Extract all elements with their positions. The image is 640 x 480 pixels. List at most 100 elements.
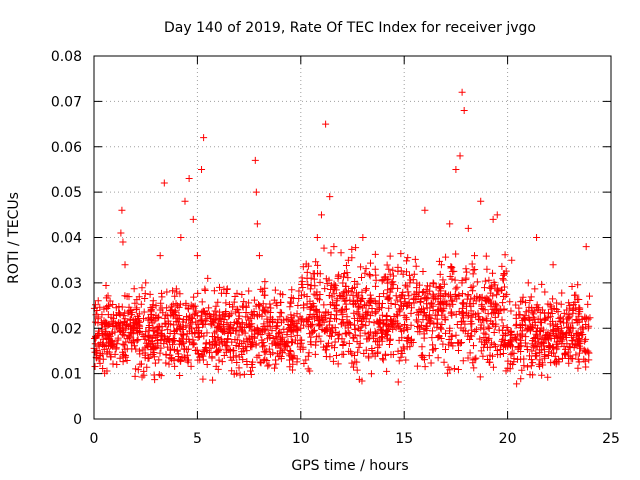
background-point [437, 298, 445, 306]
background-point [485, 334, 493, 342]
background-point [384, 331, 392, 339]
background-point [228, 356, 236, 364]
background-point [378, 311, 386, 319]
background-point [565, 314, 573, 322]
background-point [238, 326, 246, 334]
background-point [331, 338, 339, 346]
background-point [313, 308, 321, 316]
background-point [361, 329, 369, 337]
background-point [113, 323, 121, 331]
data-point [338, 292, 346, 300]
background-point [309, 327, 317, 335]
data-point [198, 165, 206, 173]
data-point [135, 347, 143, 355]
background-point [582, 320, 590, 328]
background-point [342, 283, 350, 291]
background-point [585, 356, 593, 364]
background-point [467, 332, 475, 340]
background-point [306, 321, 314, 329]
background-point [304, 262, 312, 270]
background-point [353, 366, 361, 374]
background-point [464, 354, 472, 362]
background-point [455, 308, 463, 316]
background-point [311, 282, 319, 290]
background-point [351, 278, 359, 286]
background-point [561, 349, 569, 357]
background-point [452, 331, 460, 339]
background-point [275, 328, 283, 336]
background-point [332, 351, 340, 359]
background-point [467, 320, 475, 328]
background-point [307, 322, 315, 330]
background-point [305, 349, 313, 357]
background-point [306, 338, 314, 346]
background-point [151, 359, 159, 367]
background-point [304, 365, 312, 373]
background-point [277, 298, 285, 306]
background-point [202, 340, 210, 348]
background-point [528, 347, 536, 355]
background-point [489, 305, 497, 313]
background-point [245, 316, 253, 324]
background-point [564, 315, 572, 323]
axes: 0 5 10 15 20 25 0 0.01 0.02 0.03 0.04 0.05 0.06 0.07 0… [51, 49, 620, 447]
data-point [96, 351, 104, 359]
background-point [316, 278, 324, 286]
background-point [356, 332, 364, 340]
background-point [302, 356, 310, 364]
background-point [581, 357, 589, 365]
background-point [271, 338, 279, 346]
background-point [479, 352, 487, 360]
background-point [205, 304, 213, 312]
background-point [262, 325, 270, 333]
background-point [454, 365, 462, 373]
background-point [247, 371, 255, 379]
background-point [574, 364, 582, 372]
background-point [100, 305, 108, 313]
background-point [451, 293, 459, 301]
data-point [276, 347, 284, 355]
background-point [413, 308, 421, 316]
background-point [570, 291, 578, 299]
background-point [457, 324, 465, 332]
data-point [437, 261, 445, 269]
background-point [569, 305, 577, 313]
background-point [376, 316, 384, 324]
background-point [235, 364, 243, 372]
background-point [255, 328, 263, 336]
background-point [329, 324, 337, 332]
background-point [550, 344, 558, 352]
background-point [462, 276, 470, 284]
background-point [163, 288, 171, 296]
background-point [421, 363, 429, 371]
data-point [541, 288, 549, 296]
background-point [477, 321, 485, 329]
background-point [362, 346, 370, 354]
background-point [582, 335, 590, 343]
background-point [359, 313, 367, 321]
data-point [142, 279, 150, 287]
background-point [317, 337, 325, 345]
background-point [389, 272, 397, 280]
background-point [458, 279, 466, 287]
background-point [387, 299, 395, 307]
background-point [542, 314, 550, 322]
background-point [454, 346, 462, 354]
background-point [514, 345, 522, 353]
background-point [389, 266, 397, 274]
background-point [560, 309, 568, 317]
background-point [433, 323, 441, 331]
data-point [235, 342, 243, 350]
background-point [240, 298, 248, 306]
background-point [461, 327, 469, 335]
data-point [489, 215, 497, 223]
data-point [100, 320, 108, 328]
background-point [533, 332, 541, 340]
background-point [494, 309, 502, 317]
data-point [549, 261, 557, 269]
background-point [164, 326, 172, 334]
data-point [582, 243, 590, 251]
background-point [500, 306, 508, 314]
background-point [576, 349, 584, 357]
